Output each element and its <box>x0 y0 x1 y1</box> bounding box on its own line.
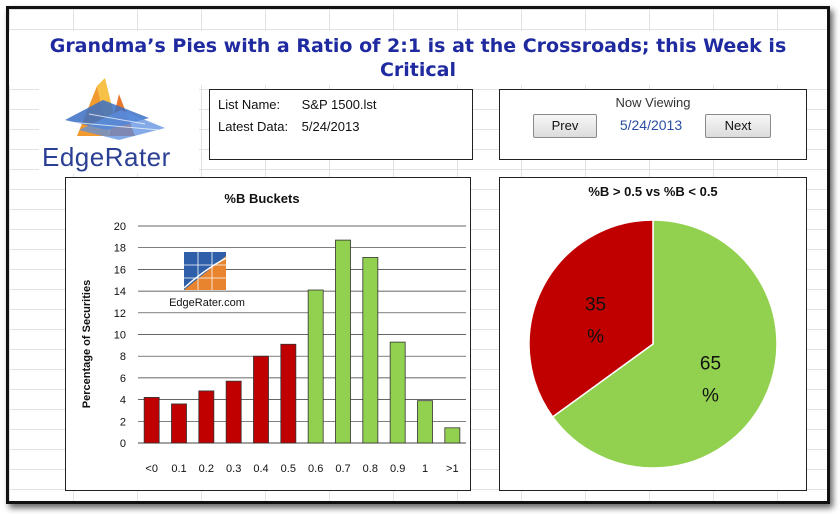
date-navigation-panel: Now Viewing Prev 5/24/2013 Next <box>499 89 807 160</box>
pie-slice-label-unit: % <box>702 385 719 406</box>
bar <box>389 341 406 444</box>
x-tick-label: 0.7 <box>335 463 350 475</box>
y-tick-label: 0 <box>120 438 126 450</box>
list-name-value: S&P 1500.lst <box>301 97 377 112</box>
dashboard-frame: Grandma’s Pies with a Ratio of 2:1 is at… <box>6 6 830 504</box>
bar-chart: %B Buckets Percentage of Securities 0 2 4 6… <box>81 191 466 475</box>
latest-data-label: Latest Data: <box>218 119 289 134</box>
prev-button[interactable]: Prev <box>533 114 597 138</box>
pie-slice-label: 35 <box>585 295 606 316</box>
y-tick-label: 14 <box>114 286 126 298</box>
edgerater-logo: EdgeRater <box>39 74 199 174</box>
x-tick-label: 0.6 <box>308 463 323 475</box>
bar <box>198 390 215 444</box>
pie-chart-panel: %B > 0.5 vs %B < 0.5 65% 35% <box>499 177 807 491</box>
x-tick-label: 0.4 <box>253 463 268 475</box>
x-tick-label: <0 <box>145 463 158 475</box>
x-tick-label: 0.3 <box>226 463 241 475</box>
pie-chart-slices <box>528 219 778 469</box>
pie-chart: %B > 0.5 vs %B < 0.5 65% 35% <box>528 184 778 469</box>
bar <box>253 355 269 444</box>
bar <box>143 397 160 444</box>
watermark-logo: EdgeRater.com <box>169 252 245 309</box>
now-viewing-label: Now Viewing <box>615 95 691 110</box>
bar-chart-title: %B Buckets <box>224 191 299 206</box>
y-tick-label: 16 <box>114 264 126 276</box>
list-name-label: List Name: <box>218 97 281 112</box>
next-button[interactable]: Next <box>705 114 771 138</box>
y-tick-label: 8 <box>120 351 126 363</box>
bar <box>335 239 351 444</box>
bar-chart-panel: %B Buckets Percentage of Securities 0 2 4 6… <box>65 177 471 491</box>
y-tick-label: 4 <box>120 395 126 407</box>
latest-data-row: Latest Data: 5/24/2013 <box>218 119 359 134</box>
pie-slice <box>551 219 778 469</box>
bar-chart-y-axis-label: Percentage of Securities <box>81 280 93 408</box>
logo-text: EdgeRater <box>42 142 171 172</box>
y-tick-label: 10 <box>114 330 126 342</box>
y-tick-label: 12 <box>114 308 126 320</box>
pie-chart-title: %B > 0.5 vs %B < 0.5 <box>588 184 717 199</box>
bar-chart-y-ticks: 0 2 4 6 8 10 12 14 16 18 20 <box>114 221 126 450</box>
x-tick-label: >1 <box>446 463 459 475</box>
list-name-row: List Name: S&P 1500.lst <box>218 97 377 112</box>
y-tick-label: 18 <box>114 243 126 255</box>
bar <box>225 380 242 444</box>
bar <box>417 400 433 444</box>
bar-chart-bars <box>143 239 461 444</box>
latest-data-value: 5/24/2013 <box>301 119 360 134</box>
building-logo-icon <box>65 78 165 140</box>
x-tick-label: 0.9 <box>390 463 405 475</box>
bar-chart-x-ticks: <0 0.1 0.2 0.3 0.4 0.5 0.6 0.7 0.8 0.9 1 >1 <box>145 463 458 475</box>
bar <box>280 343 297 444</box>
y-tick-label: 2 <box>120 416 126 428</box>
y-tick-label: 20 <box>114 221 126 233</box>
x-tick-label: 1 <box>422 463 428 475</box>
list-info-panel: List Name: S&P 1500.lst Latest Data: 5/2… <box>209 89 473 160</box>
bar <box>362 257 379 444</box>
bar <box>307 289 324 444</box>
pie-slice-label: 65 <box>700 353 721 374</box>
pie-slice <box>528 219 654 418</box>
bar <box>444 427 461 444</box>
y-tick-label: 6 <box>120 373 126 385</box>
current-date: 5/24/2013 <box>619 117 683 133</box>
bar <box>171 403 187 444</box>
pie-slice-label-unit: % <box>587 327 604 348</box>
pie-chart-labels: 65% 35% <box>585 295 721 407</box>
bar-chart-grid <box>138 225 466 444</box>
x-tick-label: 0.2 <box>199 463 214 475</box>
x-tick-label: 0.8 <box>363 463 378 475</box>
x-tick-label: 0.5 <box>281 463 296 475</box>
x-tick-label: 0.1 <box>171 463 186 475</box>
watermark-text: EdgeRater.com <box>169 297 245 309</box>
